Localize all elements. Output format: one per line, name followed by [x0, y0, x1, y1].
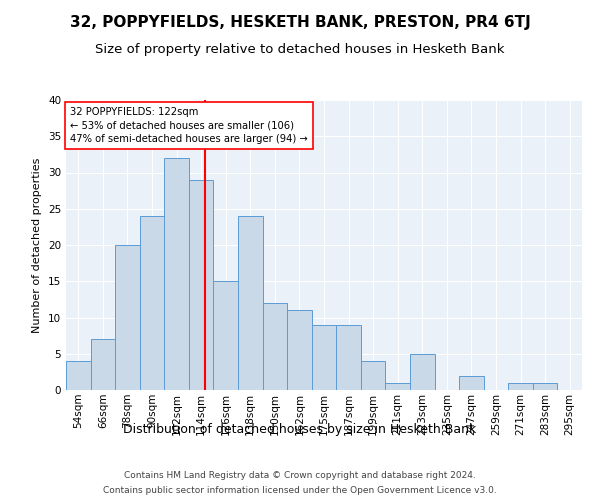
Text: 32 POPPYFIELDS: 122sqm
← 53% of detached houses are smaller (106)
47% of semi-de: 32 POPPYFIELDS: 122sqm ← 53% of detached…	[70, 108, 308, 144]
Bar	[164, 158, 189, 390]
Bar	[385, 383, 410, 390]
Text: Distribution of detached houses by size in Hesketh Bank: Distribution of detached houses by size …	[124, 422, 476, 436]
Bar	[238, 216, 263, 390]
Bar	[287, 310, 312, 390]
Bar	[91, 339, 115, 390]
Text: Contains public sector information licensed under the Open Government Licence v3: Contains public sector information licen…	[103, 486, 497, 495]
Bar	[459, 376, 484, 390]
Bar	[115, 245, 140, 390]
Bar	[361, 361, 385, 390]
Y-axis label: Number of detached properties: Number of detached properties	[32, 158, 43, 332]
Bar	[410, 354, 434, 390]
Bar	[66, 361, 91, 390]
Text: Size of property relative to detached houses in Hesketh Bank: Size of property relative to detached ho…	[95, 42, 505, 56]
Bar	[214, 281, 238, 390]
Bar	[508, 383, 533, 390]
Bar	[336, 325, 361, 390]
Text: Contains HM Land Registry data © Crown copyright and database right 2024.: Contains HM Land Registry data © Crown c…	[124, 471, 476, 480]
Bar	[140, 216, 164, 390]
Bar	[312, 325, 336, 390]
Bar	[263, 303, 287, 390]
Bar	[189, 180, 214, 390]
Text: 32, POPPYFIELDS, HESKETH BANK, PRESTON, PR4 6TJ: 32, POPPYFIELDS, HESKETH BANK, PRESTON, …	[70, 15, 530, 30]
Bar	[533, 383, 557, 390]
